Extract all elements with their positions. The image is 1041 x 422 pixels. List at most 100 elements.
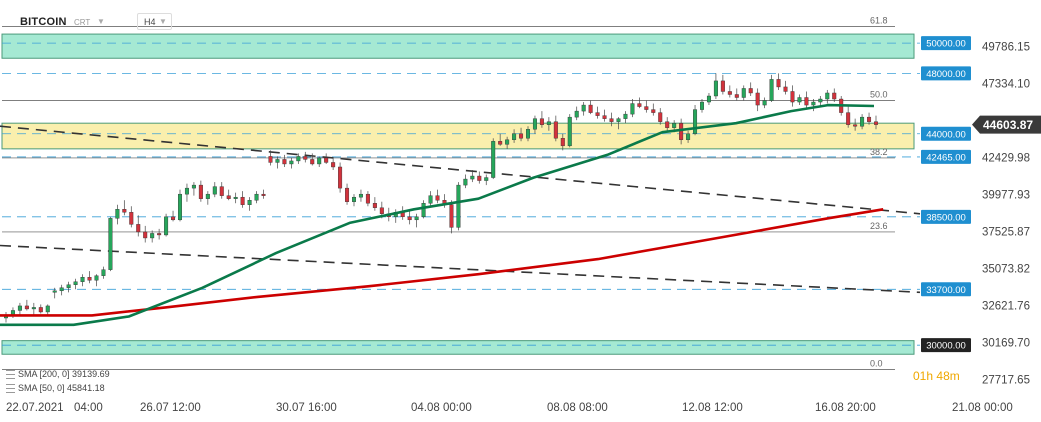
candle-up [825,92,830,100]
candle-down [407,216,412,221]
indicator-sma200[interactable]: SMA [200, 0] 39139.69 [6,369,110,380]
candle-up [80,277,85,282]
candle-up [616,118,621,122]
candle-up [484,177,489,181]
candle-down [365,193,370,204]
resistance-zone [1,33,915,59]
candle-up [296,156,301,162]
trendline [0,125,921,215]
price-level-tag [921,36,971,51]
candle-up [205,193,210,199]
candle-down [609,118,614,122]
candle-down [665,121,670,128]
current-price-tag [972,115,1041,134]
indicator-label: SMA [200, 0] [18,369,70,379]
candle-up [700,101,705,110]
candle-down [853,124,858,127]
indicator-sma50[interactable]: SMA [50, 0] 45841.18 [6,383,105,394]
candle-down [867,116,872,122]
candle-down [324,157,329,163]
candle-up [505,139,510,145]
candle-up [456,184,461,228]
candle-up [797,97,802,103]
candle-up [184,187,189,195]
candle-down [776,79,781,88]
y-axis: 49786.15 47334.10 42429.98 39977.93 37525.87… [982,41,1030,386]
candle-down [498,141,503,145]
fib-label: 23.6 [870,221,888,231]
symbol-type[interactable]: CRT [74,18,91,27]
candle-up [247,200,252,205]
candle-down [734,94,739,98]
chevron-down-icon: ▼ [159,17,167,26]
candle-down [651,109,656,113]
y-tick-label: 42429.98 [982,152,1030,164]
candle-down [748,88,753,94]
sma-layer [0,103,884,327]
price-level-tag [921,149,971,164]
chevron-down-icon[interactable]: ▼ [97,17,105,26]
timeframe-select[interactable]: H4 ▼ [137,13,172,30]
candle-countdown: 01h 48m [913,369,960,383]
candle-up [191,184,196,189]
trendline [0,244,921,294]
price-level-tag [921,338,971,353]
candle-up [581,104,586,112]
candle-down [679,122,684,140]
candle-up [164,216,169,236]
candle-up [491,141,496,178]
candle-up [811,101,816,106]
price-level-label: 50000.00 [926,39,966,50]
candle-up [254,193,259,201]
candle-down [595,112,600,116]
candle-down [874,121,879,125]
candle-up [150,233,155,239]
countdown-minutes: 48 [936,369,950,383]
countdown-h-unit: h [926,369,934,383]
candle-up [762,100,767,106]
candle-down [804,97,809,106]
x-axis: 22.07.2021 04:00 26.07 12:00 30.07 16:00 04.… [6,402,1013,414]
candle-up [630,103,635,115]
x-tick-label: 08.08 08:00 [547,402,608,414]
candle-down [310,159,315,165]
candle-down [303,156,308,160]
candle-down [38,307,43,313]
candle-up [526,129,531,139]
candle-up [860,116,865,127]
zones-layer [1,33,915,355]
x-tick-label: 04.08 00:00 [411,402,472,414]
candle-up [17,305,22,311]
x-tick-label: 22.07.2021 [6,402,64,414]
candle-up [574,110,579,118]
candle-up [59,287,64,292]
candle-down [379,207,384,214]
price-level-label: 44000.00 [926,129,966,140]
fib-label: 50.0 [870,90,888,100]
candle-down [832,92,837,100]
sma200-line [0,208,884,317]
candle-up [414,216,419,221]
symbol-name: BITCOIN [20,16,67,28]
fib-label: 38.2 [870,147,888,157]
candle-down [240,196,245,205]
x-tick-label: 30.07 16:00 [276,402,337,414]
candle-down [602,115,607,119]
candle-down [658,112,663,122]
candle-down [846,112,851,125]
candle-up [115,209,120,219]
indicator-value: 45841.18 [67,383,105,393]
candle-down [560,138,565,147]
indicator-icon [6,370,15,380]
y-tick-label: 30169.70 [982,338,1030,350]
candles-layer [3,73,879,323]
candle-up [289,160,294,165]
candle-up [546,121,551,125]
timeframe-label: H4 [144,17,156,27]
support-zone [1,122,915,150]
candle-up [741,88,746,98]
candle-down [157,233,162,236]
candle-up [177,193,182,221]
candle-down [143,231,148,239]
